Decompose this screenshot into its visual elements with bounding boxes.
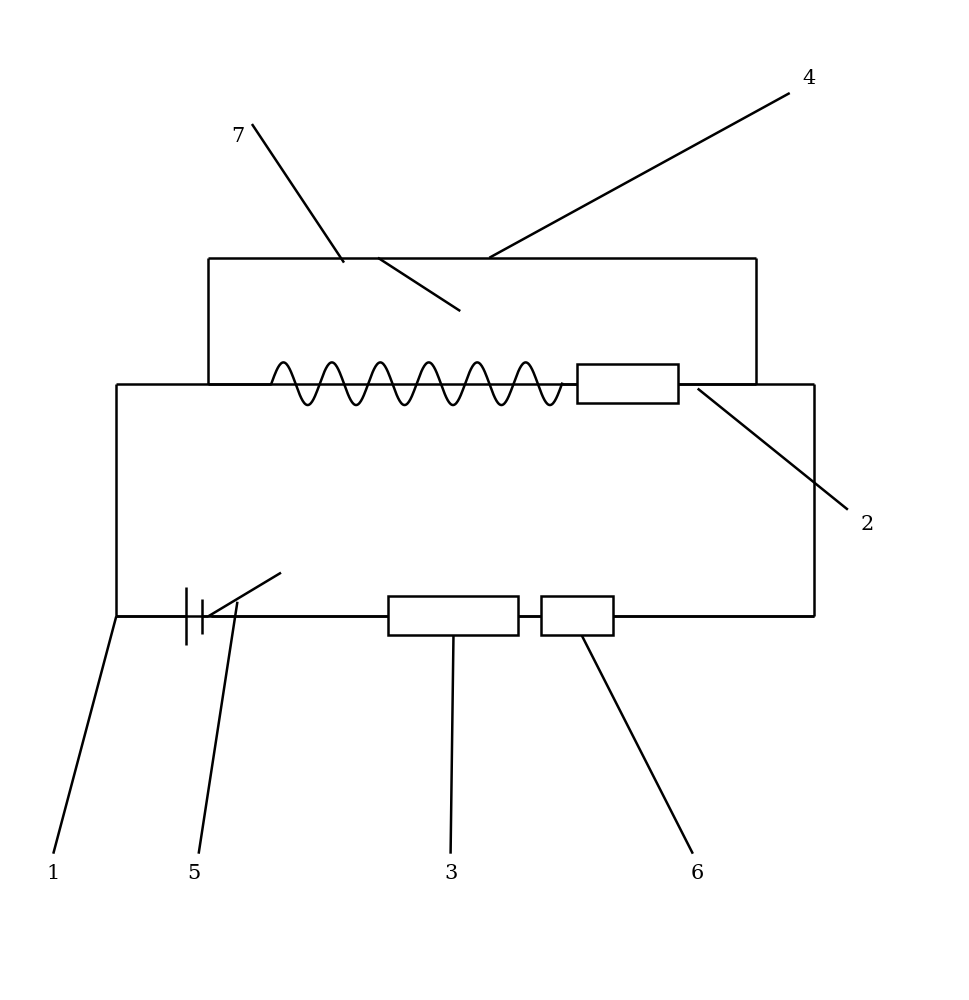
Text: 2: 2: [860, 515, 874, 534]
Text: 6: 6: [691, 864, 704, 883]
Text: 7: 7: [231, 127, 244, 146]
Text: 5: 5: [187, 864, 201, 883]
Text: 4: 4: [802, 69, 816, 88]
Text: 1: 1: [47, 864, 60, 883]
Text: 3: 3: [444, 864, 457, 883]
Bar: [541, 596, 613, 635]
Bar: [577, 364, 678, 403]
Bar: [388, 596, 518, 635]
